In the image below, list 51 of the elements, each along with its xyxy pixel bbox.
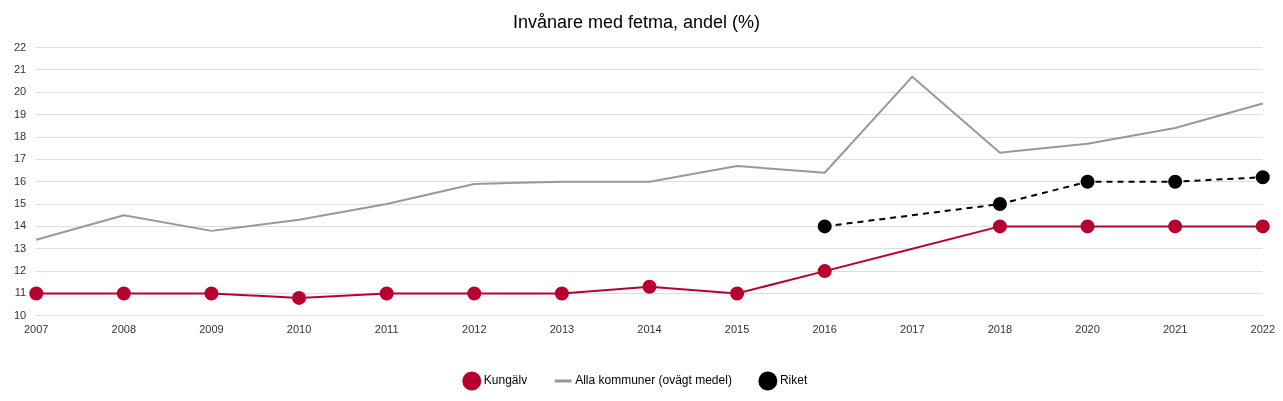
point [1080, 174, 1095, 189]
x-tick-label: 2010 [286, 323, 312, 336]
x-tick-label: 2015 [724, 323, 750, 336]
y-tick-label: 20 [13, 85, 27, 98]
point [642, 279, 657, 294]
x-tick-label: 2008 [111, 323, 137, 336]
legend-label: Alla kommuner (ovägt medel) [575, 373, 732, 388]
x-tick-label: 2007 [23, 323, 49, 336]
point [992, 219, 1007, 234]
y-tick-label: 11 [14, 286, 27, 299]
point [992, 197, 1007, 212]
x-tick-label: 2011 [374, 323, 399, 336]
y-tick-label: 13 [13, 241, 27, 254]
point [1080, 219, 1095, 234]
y-tick-label: 12 [13, 264, 27, 277]
x-tick-label: 2016 [812, 323, 837, 336]
y-tick-label: 15 [13, 197, 27, 210]
point [817, 219, 832, 234]
point [116, 286, 131, 301]
y-tick-label: 17 [13, 152, 27, 165]
x-tick-label: 2020 [1075, 323, 1100, 336]
y-tick-label: 18 [13, 130, 27, 143]
point [1255, 170, 1270, 185]
legend-label: Kungälv [483, 373, 528, 388]
point [1168, 174, 1183, 189]
point [379, 286, 394, 301]
x-tick-label: 2022 [1250, 323, 1276, 336]
y-tick-label: 16 [13, 174, 27, 187]
point [817, 264, 832, 279]
point [1255, 219, 1270, 234]
y-tick-label: 14 [13, 219, 27, 232]
x-tick-label: 2018 [987, 323, 1013, 336]
point [292, 290, 307, 305]
point [1168, 219, 1183, 234]
y-tick-label: 21 [13, 62, 27, 75]
y-tick-label: 22 [13, 40, 27, 53]
x-tick-label: 2014 [637, 323, 662, 336]
x-tick-label: 2017 [900, 323, 925, 336]
x-tick-label: 2021 [1162, 323, 1188, 336]
point [730, 286, 745, 301]
point [554, 286, 569, 301]
y-tick-label: 10 [13, 308, 27, 321]
x-tick-label: 2013 [549, 323, 575, 336]
x-tick-label: 2009 [199, 323, 224, 336]
chart-title: Invånare med fetma, andel (%) [512, 11, 761, 32]
x-tick-label: 2012 [462, 323, 487, 336]
point [29, 286, 44, 301]
legend-label: Riket [779, 373, 808, 388]
point [204, 286, 219, 301]
point [467, 286, 482, 301]
y-tick-label: 19 [13, 107, 27, 120]
